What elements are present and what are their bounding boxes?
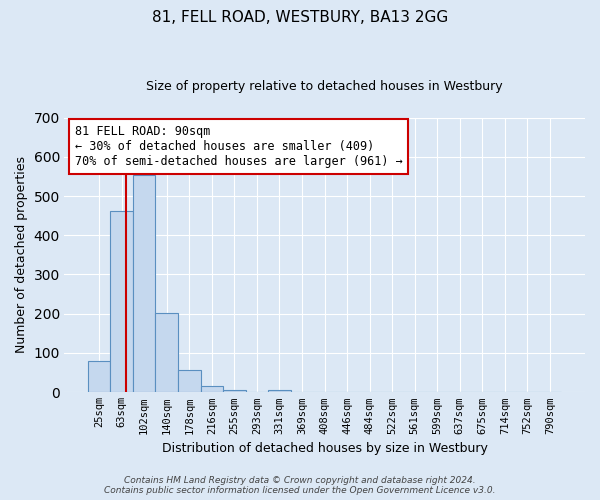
Bar	[268, 390, 291, 392]
Bar	[133, 175, 155, 392]
Title: Size of property relative to detached houses in Westbury: Size of property relative to detached ho…	[146, 80, 503, 93]
Bar	[223, 390, 245, 392]
Text: 81, FELL ROAD, WESTBURY, BA13 2GG: 81, FELL ROAD, WESTBURY, BA13 2GG	[152, 10, 448, 25]
Text: Contains HM Land Registry data © Crown copyright and database right 2024.
Contai: Contains HM Land Registry data © Crown c…	[104, 476, 496, 495]
Bar	[110, 211, 133, 392]
Bar	[88, 360, 110, 392]
X-axis label: Distribution of detached houses by size in Westbury: Distribution of detached houses by size …	[161, 442, 487, 455]
Bar	[155, 313, 178, 392]
Text: 81 FELL ROAD: 90sqm
← 30% of detached houses are smaller (409)
70% of semi-detac: 81 FELL ROAD: 90sqm ← 30% of detached ho…	[74, 124, 402, 168]
Bar	[178, 370, 200, 392]
Y-axis label: Number of detached properties: Number of detached properties	[15, 156, 28, 354]
Bar	[200, 386, 223, 392]
